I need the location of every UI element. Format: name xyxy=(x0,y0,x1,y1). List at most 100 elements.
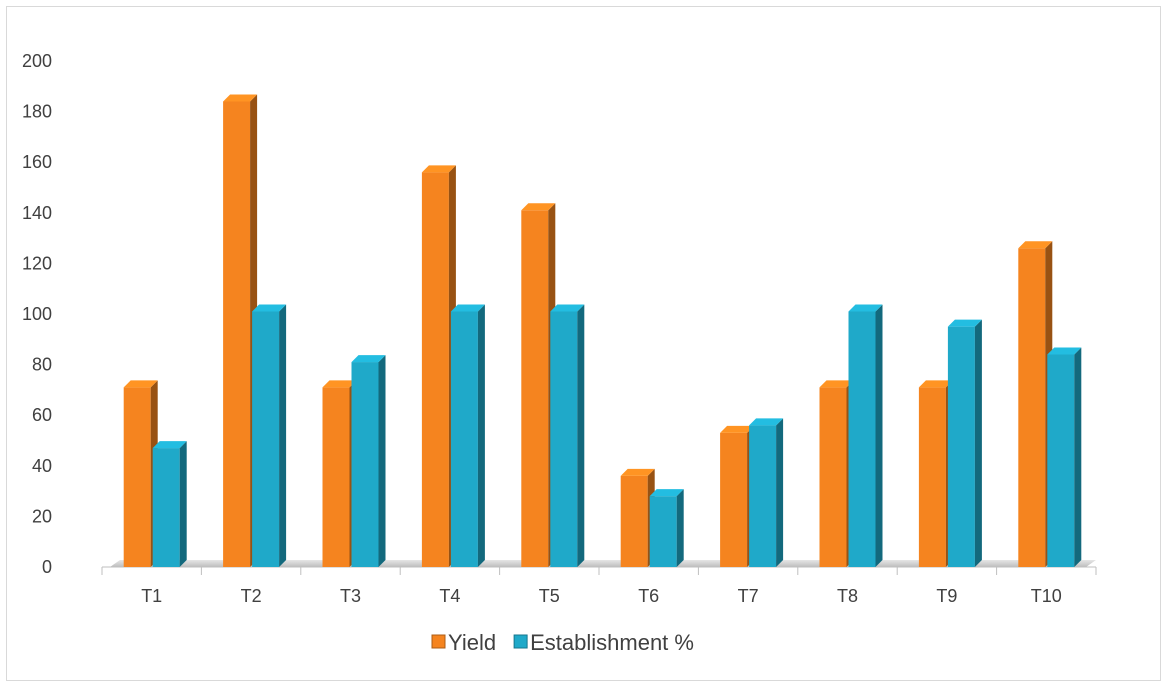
bar-top-face xyxy=(918,380,953,388)
x-tick-label: T6 xyxy=(638,586,659,606)
bar-front-face xyxy=(1047,354,1075,567)
y-tick-label: 180 xyxy=(22,102,52,122)
bar-front-face xyxy=(252,311,280,567)
bar xyxy=(947,319,982,567)
bar-side-face xyxy=(676,489,684,567)
bar xyxy=(123,380,158,567)
legend-label: Yield xyxy=(448,630,496,655)
bar-top-face xyxy=(223,94,258,102)
bar-front-face xyxy=(620,475,648,567)
bar-top-face xyxy=(152,441,187,449)
bar-front-face xyxy=(421,172,449,567)
bar xyxy=(521,203,556,567)
bar-front-face xyxy=(223,101,251,567)
bar-top-face xyxy=(848,304,883,312)
bar-side-face xyxy=(477,304,485,567)
bar-front-face xyxy=(947,326,975,567)
bar-front-face xyxy=(649,496,677,567)
bar-front-face xyxy=(918,387,946,567)
bar xyxy=(252,304,287,567)
x-axis-ticks: T1 T2 T3 T4 T5 T6 T7 T8 T9 T10 xyxy=(141,586,1062,606)
bar xyxy=(749,418,784,567)
bar-front-face xyxy=(550,311,578,567)
bar-front-face xyxy=(351,362,379,567)
bar-front-face xyxy=(152,448,180,567)
y-tick-label: 160 xyxy=(22,152,52,172)
bar xyxy=(322,380,357,567)
bar xyxy=(848,304,883,567)
bar-side-face xyxy=(1074,347,1082,567)
y-tick-label: 40 xyxy=(32,456,52,476)
y-tick-label: 140 xyxy=(22,203,52,223)
bar-side-face xyxy=(577,304,585,567)
bar-front-face xyxy=(749,425,777,567)
bar-front-face xyxy=(521,210,549,567)
bar-top-face xyxy=(819,380,854,388)
legend-label: Establishment % xyxy=(530,630,694,655)
bar xyxy=(649,489,684,567)
bar xyxy=(550,304,585,567)
bar xyxy=(1047,347,1082,567)
bar xyxy=(918,380,953,567)
bar-side-face xyxy=(179,441,187,567)
x-tick-label: T3 xyxy=(340,586,361,606)
x-tick-label: T4 xyxy=(439,586,460,606)
x-tick-label: T5 xyxy=(539,586,560,606)
x-tick-label: T1 xyxy=(141,586,162,606)
y-tick-label: 200 xyxy=(22,51,52,71)
y-tick-label: 120 xyxy=(22,253,52,273)
bar-front-face xyxy=(450,311,478,567)
bar xyxy=(720,425,755,567)
bar-front-face xyxy=(720,432,748,567)
bar-front-face xyxy=(123,387,151,567)
x-axis xyxy=(101,566,1097,575)
bar-front-face xyxy=(1018,248,1046,567)
bar-side-face xyxy=(279,304,287,567)
y-tick-label: 20 xyxy=(32,506,52,526)
x-tick-label: T10 xyxy=(1031,586,1062,606)
legend-swatch xyxy=(431,634,446,649)
bar xyxy=(351,355,386,567)
x-tick-label: T7 xyxy=(738,586,759,606)
bar-top-face xyxy=(749,418,784,426)
bar-top-face xyxy=(521,203,556,211)
bar-top-face xyxy=(550,304,585,312)
y-tick-label: 0 xyxy=(42,557,52,577)
bar-top-face xyxy=(720,425,755,433)
bar xyxy=(450,304,485,567)
y-tick-label: 100 xyxy=(22,304,52,324)
bar-top-face xyxy=(322,380,357,388)
y-tick-label: 60 xyxy=(32,405,52,425)
bar-front-face xyxy=(819,387,847,567)
y-axis-ticks: 0 20 40 60 80 100 120 140 160 180 200 xyxy=(22,51,52,577)
bar-top-face xyxy=(421,165,456,173)
x-tick-label: T8 xyxy=(837,586,858,606)
bar-side-face xyxy=(974,319,982,567)
bar xyxy=(819,380,854,567)
bar-top-face xyxy=(1047,347,1082,355)
bar-top-face xyxy=(123,380,158,388)
bar-side-face xyxy=(776,418,784,567)
bars xyxy=(123,94,1082,567)
bar xyxy=(421,165,456,567)
legend: Yield Establishment % xyxy=(431,630,694,655)
bar xyxy=(152,441,187,567)
bar xyxy=(223,94,258,567)
x-tick-label: T9 xyxy=(936,586,957,606)
bar-top-face xyxy=(351,355,386,363)
bar-top-face xyxy=(649,489,684,497)
bar-top-face xyxy=(620,468,655,476)
bar-front-face xyxy=(322,387,350,567)
bar-top-face xyxy=(947,319,982,327)
legend-swatch xyxy=(513,634,528,649)
bar-front-face xyxy=(848,311,876,567)
bar xyxy=(1018,241,1053,567)
bar xyxy=(620,468,655,567)
bar-side-face xyxy=(875,304,883,567)
bar-top-face xyxy=(450,304,485,312)
bar-top-face xyxy=(1018,241,1053,249)
y-tick-label: 80 xyxy=(32,355,52,375)
bar-side-face xyxy=(378,355,386,567)
x-tick-label: T2 xyxy=(241,586,262,606)
